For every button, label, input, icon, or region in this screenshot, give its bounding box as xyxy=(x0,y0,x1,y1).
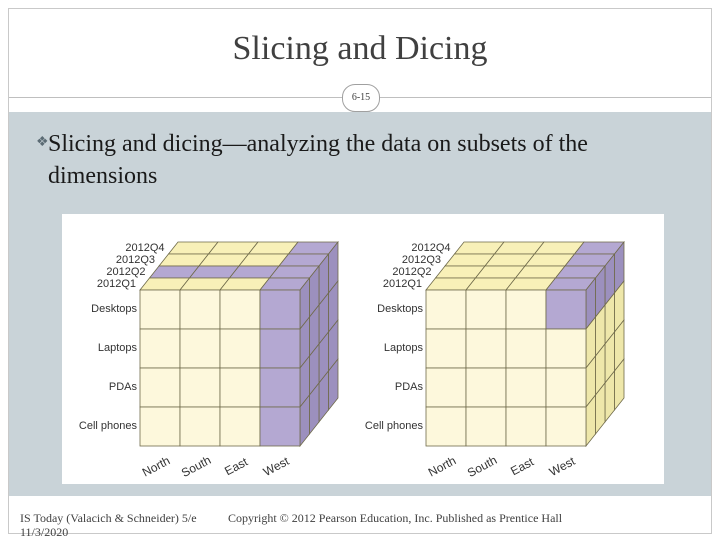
slide-title: Slicing and Dicing xyxy=(232,30,488,67)
cube-right-region-label: West xyxy=(547,454,578,479)
bullet-text: Slicing and dicing—analyzing the data on… xyxy=(48,131,588,189)
cube-right-front-cell xyxy=(465,406,507,447)
cube-left-region-label: South xyxy=(179,453,213,480)
cube-left-front-cell xyxy=(179,328,221,369)
slide-number-badge: 6-15 xyxy=(342,84,380,112)
cube-diagrams: 2012Q42012Q32012Q22012Q1DesktopsLaptopsP… xyxy=(79,240,625,480)
cube-right-region-label: North xyxy=(426,453,458,479)
cube-left-front-cell xyxy=(259,289,301,330)
cube-right-quarter-label: 2012Q1 xyxy=(383,278,422,290)
cube-left-front-cell xyxy=(219,289,261,330)
cube-left-front-cell xyxy=(179,406,221,447)
cube-left-quarter-label: 2012Q3 xyxy=(116,254,155,266)
cube-right-front-cell xyxy=(465,289,507,330)
cube-left-region-label: North xyxy=(140,453,172,479)
cube-right-quarter-label: 2012Q2 xyxy=(392,266,431,278)
cube-left-front-cell xyxy=(179,367,221,408)
cube-right-front-cell xyxy=(425,367,467,408)
cube-left-front-cell xyxy=(259,406,301,447)
cube-left-quarter-label: 2012Q4 xyxy=(125,242,164,254)
cube-right-quarter-label: 2012Q4 xyxy=(411,242,450,254)
cube-left-front-cell xyxy=(259,328,301,369)
cube-right-front-cell xyxy=(505,406,547,447)
cube-left-front-cell xyxy=(139,406,181,447)
cube-left-quarter-label: 2012Q1 xyxy=(97,278,136,290)
cube-right-front-cell xyxy=(545,406,587,447)
cube-left-front-cell xyxy=(139,289,181,330)
cube-right-front-cell xyxy=(465,328,507,369)
cube-right-product-label: Laptops xyxy=(384,342,424,354)
cube-left-front-cell xyxy=(259,367,301,408)
cube-right-region-label: South xyxy=(465,453,499,480)
cube-right-front-cell xyxy=(545,367,587,408)
cube-left-product-label: Laptops xyxy=(98,342,138,354)
cube-right-front-cell xyxy=(545,328,587,369)
cube-left-front-cell xyxy=(139,367,181,408)
cube-left-front-cell xyxy=(219,406,261,447)
cube-right-region-label: East xyxy=(508,454,536,478)
cube-right-front-cell xyxy=(505,328,547,369)
footer-source: IS Today (Valacich & Schneider) 5/e xyxy=(20,511,197,525)
footer-copyright: Copyright © 2012 Pearson Education, Inc.… xyxy=(228,511,563,525)
cube-left-product-label: Desktops xyxy=(91,303,137,315)
cube-left-region-label: West xyxy=(261,454,292,479)
cube-right-front-cell xyxy=(425,406,467,447)
cube-right-quarter-label: 2012Q3 xyxy=(402,254,441,266)
cube-right-product-label: Cell phones xyxy=(365,420,424,432)
bullet-icon: ❖ xyxy=(36,135,49,150)
cube-left-front-cell xyxy=(179,289,221,330)
cube-right-front-cell xyxy=(425,289,467,330)
cube-right-front-cell xyxy=(545,289,587,330)
cube-right-product-label: Desktops xyxy=(377,303,423,315)
cube-right-front-cell xyxy=(425,328,467,369)
cube-left-product-label: PDAs xyxy=(109,381,138,393)
cube-left-front-cell xyxy=(139,328,181,369)
cube-left-quarter-label: 2012Q2 xyxy=(106,266,145,278)
slice-dice-figure: 2012Q4 2012Q3 2012Q2 2012Q1 Desktops Laptops P… xyxy=(62,214,664,484)
cube-right-front-cell xyxy=(465,367,507,408)
footer-date: 11/3/2020 xyxy=(20,525,69,539)
cube-left-front-cell xyxy=(219,328,261,369)
cube-right-front-cell xyxy=(505,289,547,330)
cube-right-product-label: PDAs xyxy=(395,381,424,393)
cube-left-front-cell xyxy=(219,367,261,408)
cube-left-product-label: Cell phones xyxy=(79,420,138,432)
cube-left-region-label: East xyxy=(222,454,250,478)
cube-right-front-cell xyxy=(505,367,547,408)
